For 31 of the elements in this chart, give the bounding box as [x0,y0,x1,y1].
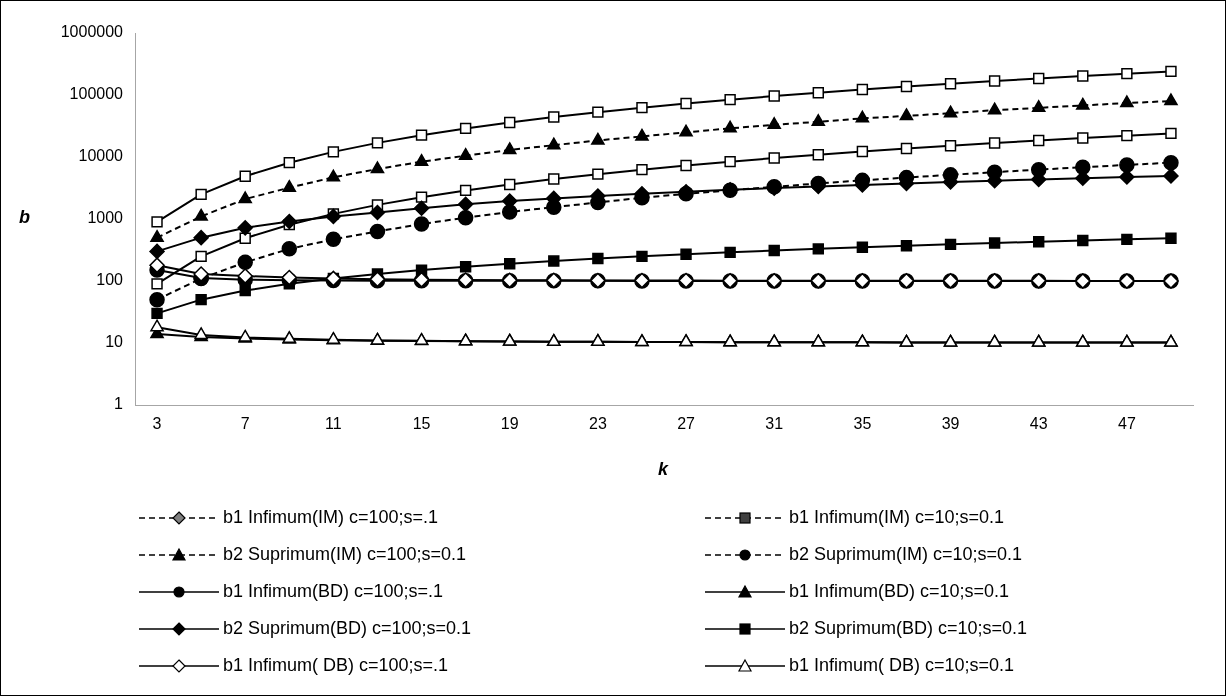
x-tick-label: 3 [152,415,162,433]
y-tick-label: 100 [96,271,124,289]
legend-label: b1 Infimum( DB) c=10;s=0.1 [789,655,1015,676]
legend-label: b2 Suprimum(IM) c=100;s=0.1 [223,544,467,565]
legend-label: b2 Suprimum(BD) c=10;s=0.1 [789,618,1028,639]
x-tick-label: 15 [412,415,431,433]
legend-label: b1 Infimum(BD) c=10;s=0.1 [789,581,1010,602]
y-tick-label: 1 [114,395,124,413]
x-tick-label: 43 [1029,415,1048,433]
y-axis-title: b [19,207,30,228]
x-tick-label: 7 [240,415,250,433]
x-tick-label: 47 [1117,415,1136,433]
x-tick-label: 39 [941,415,960,433]
y-tick-label: 10 [105,333,124,351]
x-tick-label: 31 [765,415,784,433]
x-tick-label: 23 [588,415,607,433]
x-tick-label: 27 [677,415,696,433]
x-tick-label: 35 [853,415,872,433]
y-tick-label: 1000 [87,209,124,227]
x-tick-label: 11 [325,415,342,433]
x-axis-title: k [657,459,670,480]
legend-label: b1 Infimum(IM) c=10;s=0.1 [789,507,1005,528]
x-tick-label: 19 [500,415,519,433]
y-tick-label: 100000 [69,85,124,103]
legend-label: b1 Infimum( DB) c=100;s=.1 [223,655,449,676]
y-tick-label: 1000000 [60,23,124,41]
legend-label: b2 Suprimum(BD) c=100;s=0.1 [223,618,472,639]
legend-label: b2 Suprimum(IM) c=10;s=0.1 [789,544,1023,565]
legend-label: b1 Infimum(IM) c=100;s=.1 [223,507,439,528]
y-tick-label: 10000 [78,147,124,165]
legend-label: b1 Infimum(BD) c=100;s=.1 [223,581,444,602]
